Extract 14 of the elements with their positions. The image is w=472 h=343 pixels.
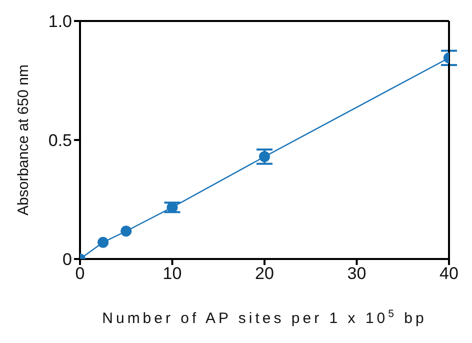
- point: [259, 151, 270, 162]
- y-tick-label: 0.5: [48, 131, 72, 150]
- y-tick-label: 0: [62, 250, 72, 270]
- x-tick-label: 0: [75, 264, 85, 284]
- point: [166, 202, 178, 213]
- x-tick-label: 30: [347, 264, 366, 284]
- y-tick-label: 1.0: [48, 12, 72, 32]
- x-tick-label: 20: [255, 264, 274, 284]
- y-axis-title: Absorbance at 650 nm: [15, 64, 32, 216]
- point: [120, 226, 132, 237]
- point: [98, 236, 109, 248]
- x-tick-label: 40: [440, 264, 458, 284]
- x-axis-title: Number of AP sites per 1 x 10$^{5}$ bp: [102, 308, 427, 327]
- x-tick-label: 10: [162, 264, 182, 284]
